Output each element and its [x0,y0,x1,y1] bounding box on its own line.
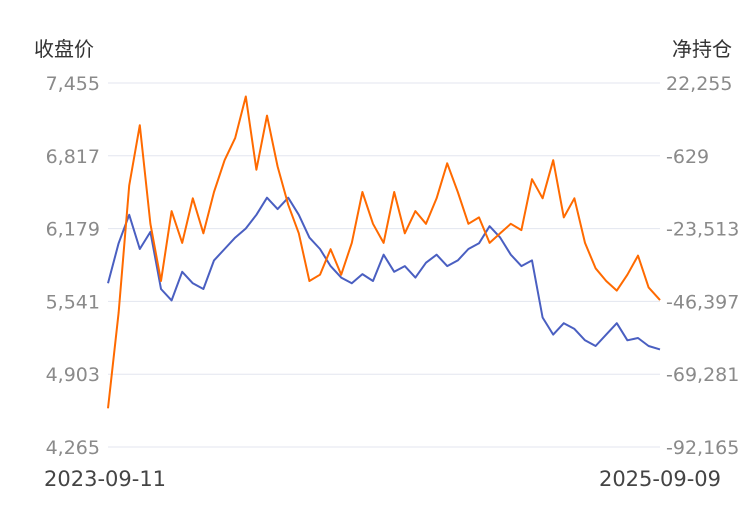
right-axis-title: 净持仓 [672,37,732,61]
right-tick-label: -629 [666,146,709,168]
right-axis-ticks: 22,255 -629 -23,513 -46,397 -69,281 -92,165 [666,73,739,459]
left-tick-label: 4,903 [46,364,100,386]
series-line-close-price [107,196,661,351]
left-tick-label: 5,541 [46,291,100,313]
left-axis-title: 收盘价 [34,37,94,61]
left-tick-label: 6,817 [46,146,100,168]
series-layer [107,95,661,409]
left-axis-ticks: 7,455 6,817 6,179 5,541 4,903 4,265 [46,73,100,459]
series-line-net-position [107,95,661,409]
left-tick-label: 4,265 [46,437,100,459]
x-axis-start-label: 2023-09-11 [44,467,167,491]
x-axis-end-label: 2025-09-09 [598,467,721,491]
left-tick-label: 7,455 [46,73,100,95]
right-tick-label: 22,255 [666,73,732,95]
left-tick-label: 6,179 [46,219,100,241]
right-tick-label: -92,165 [666,437,739,459]
right-tick-label: -23,513 [666,219,739,241]
right-tick-label: -69,281 [666,364,739,386]
gridlines [108,82,660,448]
right-tick-label: -46,397 [666,291,739,313]
